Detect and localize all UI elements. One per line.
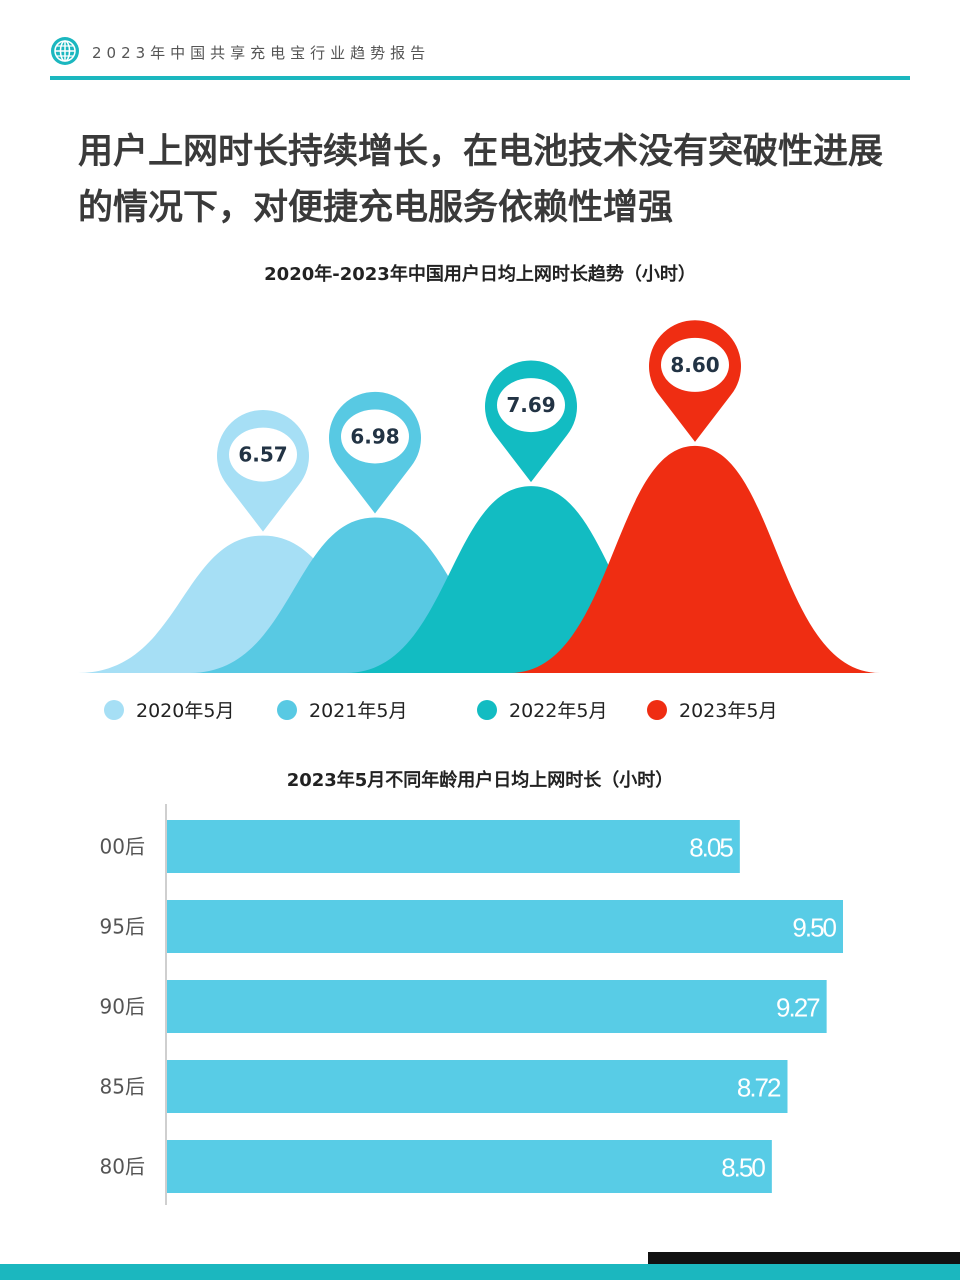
- bar-value-label-3: 8.72: [737, 1073, 781, 1103]
- bar-category-2: 90后: [100, 995, 145, 1019]
- bar-category-3: 85后: [100, 1075, 145, 1099]
- bar-value-label-4: 8.50: [721, 1153, 765, 1183]
- value-pin-disc-0: [229, 427, 297, 482]
- bar-4: [167, 1140, 772, 1193]
- headline-line-2: 的情况下，对便捷充电服务依赖性增强: [78, 188, 674, 228]
- legend-swatch-2: [477, 699, 497, 720]
- trend-chart-legend: 2020年5月 2021年5月 2022年5月 2023年5月: [0, 696, 960, 726]
- page-headline: 用户上网时长持续增长，在电池技术没有突破性进展 的情况下，对便捷充电服务依赖性增…: [78, 124, 918, 236]
- value-pin-disc-3: [661, 337, 729, 392]
- value-label-2: 7.69: [506, 393, 555, 417]
- bar-2: [167, 980, 827, 1033]
- bar-0: [167, 820, 740, 873]
- bar-1: [167, 900, 843, 953]
- bar-3: [167, 1060, 788, 1113]
- legend-item-1: 2021年5月: [277, 696, 407, 723]
- value-label-0: 6.57: [238, 443, 287, 467]
- bar-value-label-0: 8.05: [689, 833, 733, 863]
- legend-label-3: 2023年5月: [679, 700, 778, 722]
- legend-label-1: 2021年5月: [309, 700, 408, 722]
- legend-label-2: 2022年5月: [509, 700, 608, 722]
- legend-item-2: 2022年5月: [477, 696, 607, 723]
- bar-category-4: 80后: [100, 1155, 145, 1179]
- value-label-3: 8.60: [670, 353, 719, 377]
- bar-category-1: 95后: [100, 915, 145, 939]
- headline-line-1: 用户上网时长持续增长，在电池技术没有突破性进展: [78, 132, 884, 172]
- legend-item-0: 2020年5月: [104, 696, 234, 723]
- legend-swatch-1: [277, 699, 297, 720]
- value-label-1: 6.98: [350, 424, 399, 448]
- trend-chart: 6.57 6.98 7.69 8.60: [78, 320, 880, 673]
- footer-accent-band: [0, 1264, 960, 1280]
- trend-mound-3: [510, 445, 880, 673]
- age-bar-chart: 00后 8.05 95后 9.50 90后 9.27 85后 8.72 80后 8.50: [100, 804, 843, 1205]
- header-divider: [50, 76, 910, 80]
- value-pin-disc-1: [341, 409, 409, 464]
- age-chart-title: 2023年5月不同年龄用户日均上网时长（小时）: [286, 770, 674, 791]
- trend-chart-title: 2020年-2023年中国用户日均上网时长趋势（小时）: [264, 264, 696, 285]
- header-title: 2023年中国共享充电宝行业趋势报告: [92, 44, 431, 62]
- legend-item-3: 2023年5月: [647, 696, 777, 723]
- bar-value-label-2: 9.27: [776, 993, 820, 1023]
- value-pin-disc-2: [497, 378, 565, 433]
- bar-value-label-1: 9.50: [792, 913, 836, 943]
- bar-category-0: 00后: [100, 835, 145, 859]
- globe-icon: [51, 37, 79, 65]
- footer-black-band: [648, 1252, 960, 1266]
- legend-swatch-3: [647, 699, 667, 720]
- legend-label-0: 2020年5月: [136, 700, 235, 722]
- report-header: 2023年中国共享充电宝行业趋势报告: [50, 36, 910, 80]
- legend-swatch-0: [104, 699, 124, 720]
